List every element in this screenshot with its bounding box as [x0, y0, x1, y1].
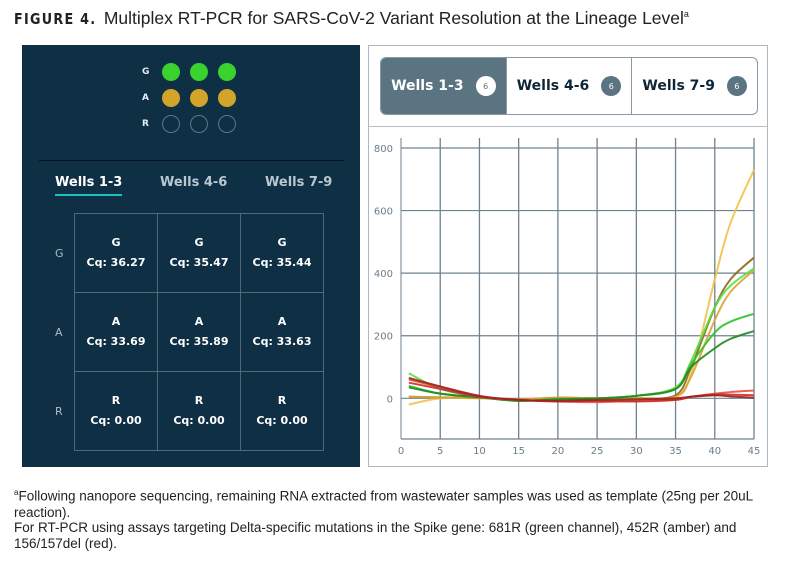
well-cell[interactable]: R Cq: 0.00: [240, 371, 324, 451]
well-cell[interactable]: A Cq: 35.89: [157, 292, 241, 372]
x-tick-label: 20: [552, 446, 565, 457]
footnote-text: For RT-PCR using assays targeting Delta-…: [14, 520, 737, 551]
left-tab-wells-7-9[interactable]: Wells 7-9: [265, 175, 333, 190]
well-cell[interactable]: R Cq: 0.00: [74, 371, 158, 451]
channel-label: A: [277, 315, 287, 328]
well-dot[interactable]: [190, 63, 208, 81]
tab-wells-1[interactable]: Wells 4-6 6: [505, 58, 632, 114]
well-dot[interactable]: [218, 115, 236, 133]
plate-row-r: R: [142, 115, 246, 133]
footnote-assays: For RT-PCR using assays targeting Delta-…: [14, 520, 794, 552]
well-tabs: Wells 1-3 6 Wells 4-6 6 Wells 7-9 6: [380, 57, 758, 115]
plate-row-g: G: [142, 63, 246, 81]
channel-label: A: [194, 315, 204, 328]
tab-wells-0[interactable]: Wells 1-3 6: [381, 58, 506, 114]
well-cell[interactable]: G Cq: 35.44: [240, 213, 324, 293]
tab-label: Wells 1-3: [391, 78, 464, 94]
x-tick-label: 10: [473, 446, 486, 457]
cq-grid: G Cq: 36.27 G Cq: 35.47 G Cq: 35.44 A Cq: 33.69…: [74, 213, 324, 451]
y-tick-label: 200: [374, 332, 393, 343]
plate-row-label: G: [142, 67, 150, 77]
divider: [39, 160, 344, 161]
amplification-panel: Wells 1-3 6 Wells 4-6 6 Wells 7-9 6 0 5 10 15 20 2…: [368, 45, 768, 467]
row-label-a: A: [55, 326, 63, 339]
channel-label: G: [277, 236, 287, 249]
channel-label: R: [277, 394, 287, 407]
footnote-text: Following nanopore sequencing, remaining…: [14, 488, 753, 520]
channel-label: R: [111, 394, 121, 407]
cq-value: Cq: 35.44: [252, 256, 312, 269]
channel-label: G: [111, 236, 121, 249]
channel-label: G: [194, 236, 204, 249]
tab-wells-2[interactable]: Wells 7-9 6: [631, 58, 757, 114]
plate-row-label: R: [142, 119, 149, 129]
count-badge: 6: [601, 76, 622, 96]
row-label-r: R: [55, 405, 63, 418]
amplification-curve-8: [408, 377, 755, 402]
cq-value: Cq: 35.89: [169, 335, 229, 348]
well-cell[interactable]: G Cq: 35.47: [157, 213, 241, 293]
x-tick-label: 45: [748, 446, 761, 457]
footnote-marker: a: [683, 9, 689, 20]
x-tick-label: 25: [591, 446, 604, 457]
amplification-curve-0: [408, 169, 755, 406]
well-dot[interactable]: [218, 89, 236, 107]
amplification-chart: 0 5 10 15 20 25 30 35 40 45 0 200 400 600 800: [374, 138, 761, 457]
well-dot[interactable]: [162, 89, 180, 107]
footnote-a: aFollowing nanopore sequencing, remainin…: [14, 485, 794, 521]
grid-row: G Cq: 36.27 G Cq: 35.47 G Cq: 35.44: [74, 213, 324, 293]
cq-value: Cq: 0.00: [256, 414, 308, 427]
y-tick-label: 800: [374, 144, 393, 155]
grid-row: A Cq: 33.69 A Cq: 35.89 A Cq: 33.63: [74, 292, 324, 372]
plate-panel: G A R Wells 1-3 Wells 4-6 Wells 7-9 G A R …: [22, 45, 360, 467]
well-cell[interactable]: R Cq: 0.00: [157, 371, 241, 451]
figure-title-text: Multiplex RT-PCR for SARS-CoV-2 Variant …: [103, 8, 684, 28]
count-badge: 6: [475, 76, 496, 96]
cq-value: Cq: 33.69: [86, 335, 146, 348]
well-cell[interactable]: A Cq: 33.69: [74, 292, 158, 372]
cq-value: Cq: 0.00: [90, 414, 142, 427]
x-tick-label: 5: [437, 446, 443, 457]
y-tick-label: 0: [387, 394, 393, 405]
well-dot[interactable]: [190, 89, 208, 107]
cq-value: Cq: 35.47: [169, 256, 229, 269]
count-badge: 6: [726, 76, 747, 96]
x-tick-label: 40: [708, 446, 721, 457]
left-tab-wells-4-6[interactable]: Wells 4-6: [160, 175, 228, 190]
tab-label: Wells 7-9: [642, 78, 715, 94]
well-cell[interactable]: A Cq: 33.63: [240, 292, 324, 372]
channel-label: R: [194, 394, 204, 407]
channel-label: A: [111, 315, 121, 328]
well-dot[interactable]: [190, 115, 208, 133]
well-dot[interactable]: [218, 63, 236, 81]
well-dot[interactable]: [162, 115, 180, 133]
figure-title: FIGURE 4. Multiplex RT-PCR for SARS-CoV-…: [14, 8, 689, 29]
plate-row-a: A: [142, 89, 246, 107]
grid-row: R Cq: 0.00 R Cq: 0.00 R Cq: 0.00: [74, 371, 324, 451]
footnote-sup: a: [14, 488, 19, 497]
x-tick-label: 0: [398, 446, 404, 457]
well-dot[interactable]: [162, 63, 180, 81]
divider: [369, 126, 767, 127]
left-tab-wells-1-3[interactable]: Wells 1-3: [55, 175, 123, 196]
y-tick-label: 600: [374, 207, 393, 218]
well-cell[interactable]: G Cq: 36.27: [74, 213, 158, 293]
plate-row-label: A: [142, 93, 149, 103]
tab-label: Wells 4-6: [516, 78, 590, 94]
x-tick-label: 30: [630, 446, 643, 457]
row-label-g: G: [55, 247, 64, 260]
cq-value: Cq: 0.00: [173, 414, 225, 427]
x-tick-label: 35: [669, 446, 682, 457]
figure-label: FIGURE 4.: [14, 10, 97, 28]
y-tick-label: 400: [374, 269, 393, 280]
cq-value: Cq: 33.63: [252, 335, 312, 348]
cq-value: Cq: 36.27: [86, 256, 146, 269]
x-tick-label: 15: [512, 446, 525, 457]
amplification-curve-3: [408, 267, 755, 402]
